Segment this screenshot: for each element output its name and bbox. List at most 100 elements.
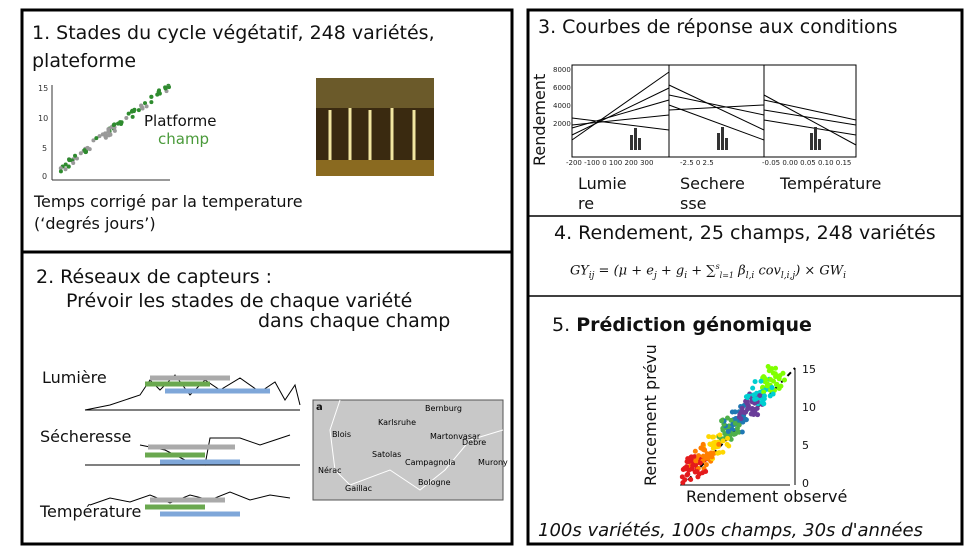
decor-point bbox=[124, 116, 128, 120]
y-tick: 5 bbox=[802, 439, 809, 452]
y-tick: 15 bbox=[38, 84, 48, 93]
decor-point bbox=[721, 438, 726, 443]
decor-point bbox=[763, 377, 768, 382]
decor-point bbox=[699, 446, 704, 451]
decor-point bbox=[695, 469, 700, 474]
decor-point bbox=[725, 442, 730, 447]
y-tick: 10 bbox=[802, 401, 816, 414]
decor-point bbox=[717, 450, 722, 455]
decor-point bbox=[750, 386, 755, 391]
formula: GYij = (μ + ej + gi + ∑sl=1 βl,i covl,i,… bbox=[570, 262, 846, 281]
decor-point bbox=[116, 122, 120, 126]
decor-point bbox=[73, 154, 77, 158]
subtitle: Prévoir les stades de chaque variété bbox=[66, 290, 412, 312]
decor-point bbox=[149, 95, 153, 99]
decor-point bbox=[777, 373, 782, 378]
y-tick: 8000 bbox=[553, 66, 571, 74]
decor-point bbox=[760, 400, 765, 405]
decor-point bbox=[157, 88, 161, 92]
decor-point bbox=[726, 429, 731, 434]
decor-point bbox=[104, 136, 108, 140]
title: 2. Réseaux de capteurs : bbox=[36, 266, 272, 288]
caption: Temps corrigé par la temperature bbox=[34, 192, 303, 211]
plot-label: Sechere bbox=[680, 174, 745, 193]
map-site: Campagnola bbox=[405, 458, 455, 467]
decor-point bbox=[704, 462, 709, 467]
decor-point bbox=[132, 108, 136, 112]
decor-point bbox=[769, 385, 774, 390]
decor-point bbox=[145, 104, 149, 108]
decor-point bbox=[753, 379, 758, 384]
decor-point bbox=[745, 394, 750, 399]
title-line: plateforme bbox=[32, 50, 136, 72]
decor-point bbox=[112, 123, 116, 127]
decor-point bbox=[740, 430, 745, 435]
decor-point bbox=[782, 378, 787, 383]
y-tick: 15 bbox=[802, 363, 816, 376]
decor-point bbox=[693, 458, 698, 463]
formula-term: GY bbox=[570, 263, 589, 278]
formula-term: + ∑ bbox=[687, 263, 715, 278]
map-site: Bernburg bbox=[425, 404, 462, 413]
caption: (‘degrés jours’) bbox=[34, 214, 156, 233]
x-ticks: -2.5 0 2.5 bbox=[680, 159, 714, 167]
formula-term: β bbox=[734, 263, 746, 278]
decor-point bbox=[693, 449, 698, 454]
decor-point bbox=[127, 112, 131, 116]
decor-point bbox=[773, 366, 778, 371]
x-label: Rendement observé bbox=[686, 487, 847, 506]
decor-point bbox=[754, 396, 759, 401]
map-site: Karlsruhe bbox=[378, 418, 416, 427]
title: 3. Courbes de réponse aux conditions bbox=[538, 16, 898, 38]
decor-point bbox=[59, 169, 63, 173]
y-tick: 6000 bbox=[553, 84, 571, 92]
decor-point bbox=[688, 455, 693, 460]
map-site: Nérac bbox=[318, 466, 342, 475]
decor-point bbox=[71, 161, 75, 165]
formula-under: l=1 bbox=[720, 271, 734, 280]
decor-point bbox=[703, 469, 708, 474]
signal-label: Température bbox=[40, 502, 141, 521]
y-label: Rendement bbox=[530, 74, 549, 166]
decor-point bbox=[688, 477, 693, 482]
decor-point bbox=[717, 433, 722, 438]
decor-point bbox=[738, 416, 743, 421]
map-site: Satolas bbox=[372, 450, 401, 459]
section-title: 5. Prédiction génomique bbox=[552, 314, 812, 336]
decor-point bbox=[113, 129, 117, 133]
decor-point bbox=[706, 434, 711, 439]
decor-point bbox=[682, 477, 687, 482]
legend-entry: Platforme bbox=[144, 112, 217, 130]
decor-point bbox=[101, 132, 105, 136]
title-clip: 4. Rendement, 25 champs, 248 variétés bbox=[528, 222, 960, 252]
decor-point bbox=[719, 418, 724, 423]
plot-label: re bbox=[578, 194, 594, 213]
map-label: a bbox=[316, 402, 323, 413]
formula-term: + g bbox=[657, 263, 684, 278]
x-ticks: -200 -100 0 100 200 300 bbox=[566, 159, 653, 167]
decor-point bbox=[733, 431, 738, 436]
map-site: Debre bbox=[462, 438, 486, 447]
decor-point bbox=[698, 461, 703, 466]
slide: {"panel1":{"title_lines":["1. Stades du … bbox=[0, 0, 965, 547]
y-tick: 5 bbox=[42, 144, 47, 153]
decor-point bbox=[758, 379, 763, 384]
y-tick: 0 bbox=[42, 172, 47, 181]
decor-point bbox=[149, 100, 153, 104]
decor-point bbox=[750, 406, 755, 411]
number: 5. bbox=[552, 314, 570, 336]
signal-label: Lumière bbox=[42, 368, 107, 387]
decor-point bbox=[137, 108, 141, 112]
decor-point bbox=[771, 379, 776, 384]
y-tick: 4000 bbox=[553, 102, 571, 110]
y-label: Rencement prévu bbox=[641, 344, 660, 486]
decor-point bbox=[745, 406, 750, 411]
formula-term: cov bbox=[754, 263, 781, 278]
decor-point bbox=[737, 423, 742, 428]
title: 4. Rendement, 25 champs, 248 variétés bbox=[554, 222, 936, 244]
y-tick: 2000 bbox=[553, 120, 571, 128]
decor-point bbox=[773, 374, 778, 379]
map-site: Blois bbox=[332, 430, 351, 439]
decor-point bbox=[777, 386, 782, 391]
decor-point bbox=[684, 464, 689, 469]
